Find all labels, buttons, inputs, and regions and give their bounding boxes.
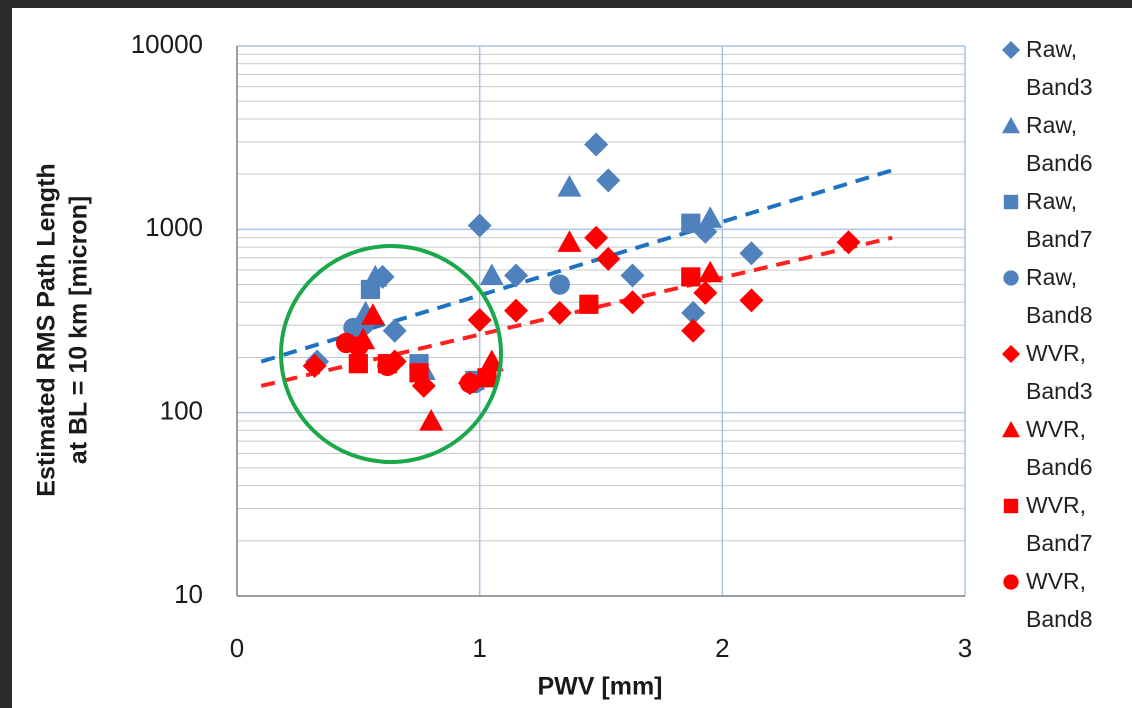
marker-circle: [377, 355, 398, 377]
chart-panel: [12, 8, 1132, 708]
marker-diamond: [584, 225, 609, 250]
y-tick-label: 100: [160, 396, 203, 426]
marker-triangle: [360, 303, 385, 325]
legend-icon: [1003, 270, 1019, 286]
legend-label: WVR, Band6: [1026, 416, 1093, 480]
marker-circle: [459, 372, 481, 394]
x-tick-label: 2: [715, 633, 729, 663]
marker-diamond: [739, 241, 764, 266]
legend-item: WVR, Band7: [998, 486, 1108, 562]
marker-diamond: [620, 290, 645, 315]
legend-label: WVR, Band3: [1026, 340, 1093, 404]
marker-diamond: [382, 318, 407, 343]
legend-icon: [1003, 574, 1019, 590]
marker-triangle: [419, 409, 444, 431]
marker-circle: [1003, 270, 1019, 286]
legend: Raw, Band3 Raw, Band6 Raw, Band7 Raw, Band8…: [998, 30, 1108, 638]
marker-diamond: [504, 263, 529, 288]
marker-diamond: [596, 246, 621, 271]
marker-circle: [1003, 574, 1019, 590]
marker-diamond: [302, 353, 327, 378]
x-tick-label: 0: [230, 633, 244, 663]
marker-diamond: [1002, 41, 1020, 59]
y-axis-label: at BL = 10 km [micron]: [65, 196, 93, 464]
legend-icon: [1002, 345, 1020, 363]
marker-square: [1003, 498, 1019, 514]
marker-diamond: [584, 132, 609, 157]
y-tick-label: 1000: [145, 212, 203, 242]
marker-square: [681, 267, 701, 287]
marker-triangle: [479, 263, 504, 286]
legend-label: Raw, Band3: [1026, 36, 1093, 100]
marker-square: [409, 363, 429, 383]
y-tick-label: 10000: [131, 29, 203, 59]
legend-item: WVR, Band3: [998, 334, 1108, 410]
marker-triangle: [1002, 117, 1020, 134]
marker-triangle: [1002, 421, 1020, 438]
y-axis-label: Estimated RMS Path Length: [33, 163, 61, 496]
legend-icon: [1002, 117, 1020, 134]
legend-label: WVR, Band7: [1026, 492, 1093, 556]
marker-triangle: [479, 349, 504, 372]
marker-triangle: [698, 206, 723, 228]
marker-diamond: [467, 308, 492, 333]
legend-label: WVR, Band8: [1026, 568, 1093, 632]
marker-square: [681, 213, 701, 233]
x-axis-label: PWV [mm]: [538, 673, 663, 701]
marker-square: [348, 354, 368, 374]
marker-diamond: [547, 300, 572, 325]
legend-item: WVR, Band8: [998, 562, 1108, 638]
marker-square: [477, 368, 497, 388]
marker-diamond: [739, 288, 764, 313]
y-tick-label: 10: [174, 579, 203, 609]
marker-diamond: [620, 263, 645, 288]
marker-diamond: [693, 280, 718, 305]
legend-item: Raw, Band6: [998, 106, 1108, 182]
marker-square: [1003, 194, 1019, 210]
legend-icon: [1002, 41, 1020, 59]
legend-label: Raw, Band6: [1026, 112, 1093, 176]
marker-circle: [549, 274, 570, 295]
legend-icon: [1002, 421, 1020, 438]
marker-triangle: [557, 230, 582, 252]
legend-item: Raw, Band8: [998, 258, 1108, 334]
marker-triangle: [557, 175, 582, 197]
marker-square: [360, 279, 381, 300]
marker-diamond: [681, 300, 706, 325]
x-tick-label: 3: [958, 633, 972, 663]
legend-item: Raw, Band7: [998, 182, 1108, 258]
marker-diamond: [836, 230, 861, 255]
legend-icon: [1003, 194, 1019, 210]
marker-diamond: [681, 318, 706, 343]
marker-diamond: [596, 168, 621, 193]
marker-square: [579, 294, 599, 314]
x-tick-label: 1: [472, 633, 486, 663]
trend-line: [260, 235, 893, 388]
highlight-circle: [279, 244, 503, 464]
marker-diamond: [467, 213, 492, 238]
marker-diamond: [1002, 345, 1020, 363]
marker-triangle: [698, 260, 723, 283]
marker-circle: [348, 336, 369, 357]
marker-diamond: [504, 298, 529, 323]
legend-label: Raw, Band8: [1026, 264, 1093, 328]
legend-icon: [1003, 498, 1019, 514]
legend-label: Raw, Band7: [1026, 188, 1093, 252]
trend-line: [260, 168, 893, 364]
legend-item: WVR, Band6: [998, 410, 1108, 486]
legend-item: Raw, Band3: [998, 30, 1108, 106]
